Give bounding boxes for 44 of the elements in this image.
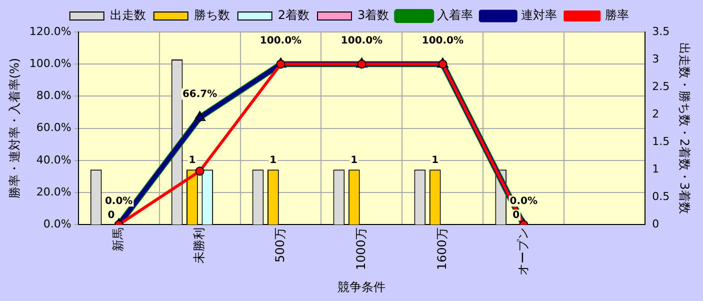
data-label: 0.0% (104, 196, 133, 208)
data-label: 0.0% (510, 196, 538, 208)
data-label: 100.0% (340, 36, 383, 47)
x-tick-label: 新馬 (110, 228, 125, 252)
data-label: 100.0% (260, 36, 302, 47)
y-axis-title: 勝率・連対率・入着率(%) (7, 58, 22, 199)
x-tick-label: 未勝利 (192, 228, 206, 264)
y2-tick-label: 1.5 (652, 134, 670, 148)
y-tick-label: 20.0% (36, 185, 72, 198)
x-axis-title: 競争条件 (338, 280, 386, 294)
y2-tick-label: 2 (652, 107, 660, 120)
y-tick-label: 120.0% (29, 24, 72, 38)
y-tick-label: 100.0% (29, 56, 72, 70)
y2-tick-label: 2.5 (652, 80, 670, 93)
legend-label: 勝ち数 (194, 8, 230, 22)
y2-axis-title: 出走数・勝ち数・2着数・3着数 (678, 42, 692, 214)
y2-tick-label: 3 (652, 52, 660, 66)
legend-label: 連対率 (521, 8, 558, 22)
y2-tick-label: 1 (652, 162, 660, 176)
x-tick-label: 500万 (272, 228, 287, 263)
data-label: 0 (108, 210, 115, 222)
y2-tick-label: 3.5 (652, 24, 670, 38)
y2-tick-label: 0.5 (652, 190, 670, 203)
data-label: 0 (512, 210, 520, 222)
x-tick-label: オープン (516, 228, 530, 276)
data-label: 1 (350, 155, 358, 166)
legend-label: 2着数 (278, 8, 310, 22)
y-tick-label: 60.0% (36, 121, 72, 134)
data-label: 66.7% (182, 89, 218, 100)
x-tick-label: 1000万 (354, 228, 368, 270)
point (195, 166, 204, 176)
legend-label: 3着数 (358, 8, 390, 22)
legend-label: 入着率 (437, 8, 474, 22)
legend-label: 出走数 (110, 8, 146, 22)
y2-tick-label: 0 (652, 217, 660, 230)
data-label: 1 (432, 155, 439, 166)
y-tick-label: 80.0% (36, 89, 72, 102)
legend-label: 勝率 (605, 8, 630, 22)
data-label: 1 (188, 155, 196, 166)
y-tick-label: 0.0% (43, 217, 72, 230)
data-label: 100.0% (422, 36, 464, 47)
y-tick-label: 40.0% (36, 153, 72, 166)
x-tick-label: 1600万 (434, 228, 449, 270)
data-label: 1 (270, 155, 277, 166)
